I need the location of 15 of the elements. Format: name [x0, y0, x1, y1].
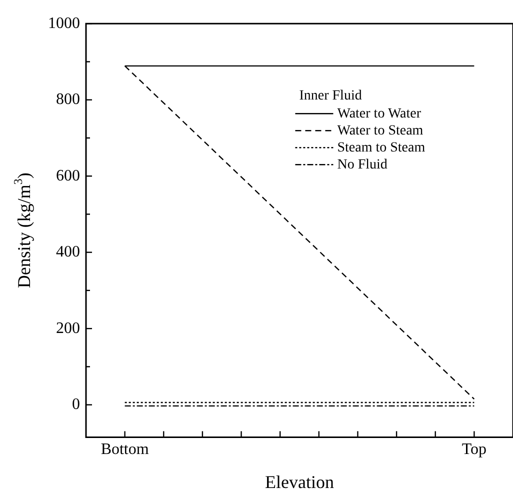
y-axis-title: Density (kg/m3)	[11, 172, 34, 288]
x-axis-title: Elevation	[265, 472, 334, 492]
legend-label: Steam to Steam	[337, 140, 426, 156]
legend-label: No Fluid	[337, 157, 388, 172]
y-tick-label: 600	[56, 167, 80, 184]
y-tick-label: 0	[72, 396, 80, 413]
y-tick-label: 400	[56, 244, 80, 261]
x-tick-label: Bottom	[100, 441, 150, 458]
x-tick-label: Top	[462, 441, 487, 458]
legend-label: Water to Water	[337, 106, 422, 122]
y-tick-label: 200	[56, 320, 80, 337]
y-tick-label: 1000	[48, 14, 80, 32]
legend-label: Water to Steam	[337, 123, 424, 138]
y-tick-label: 800	[56, 91, 80, 108]
legend-title: Inner Fluid	[299, 88, 362, 104]
